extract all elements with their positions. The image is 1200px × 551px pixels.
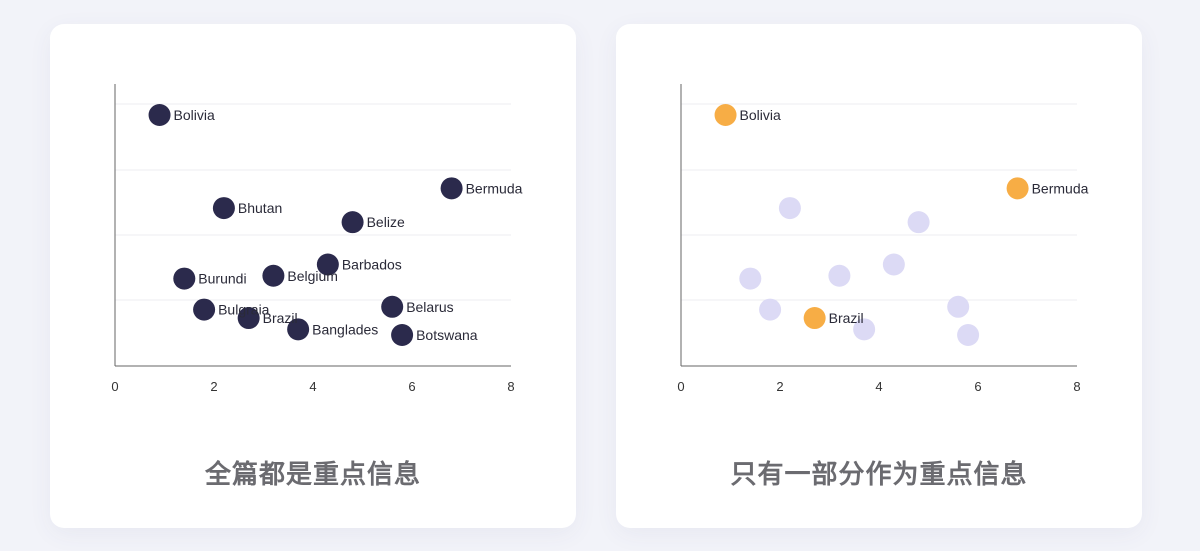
- data-point: [759, 298, 782, 321]
- data-point: [440, 177, 463, 200]
- x-tick-label: 4: [875, 379, 882, 394]
- x-tick-label: 6: [408, 379, 415, 394]
- point-label: Banglades: [312, 321, 378, 337]
- data-point: [803, 307, 826, 330]
- chart-card-all-highlighted: 0 2 4 6 8 Bolivia Bermuda Bhutan Belize Barbados B…: [50, 24, 576, 528]
- data-point: [262, 264, 285, 287]
- point-label: Belize: [367, 214, 405, 230]
- chart-card-partial-highlighted: 0 2 4 6 8 Bolivia Bermuda Brazil 只有一部分作为重点信息: [616, 24, 1142, 528]
- x-tick-label: 0: [677, 379, 684, 394]
- point-label: Burundi: [198, 271, 246, 287]
- data-point: [828, 264, 851, 287]
- data-point: [714, 104, 737, 127]
- data-point: [148, 104, 171, 127]
- chart-caption: 全篇都是重点信息: [204, 460, 421, 490]
- point-label: Belgium: [287, 268, 338, 284]
- x-tick-label: 0: [111, 379, 118, 394]
- x-tick-label: 4: [309, 379, 316, 394]
- data-point: [173, 267, 196, 290]
- data-point: [1006, 177, 1029, 200]
- data-point: [853, 318, 876, 341]
- data-point: [193, 298, 216, 321]
- data-point: [212, 197, 235, 220]
- point-label: Barbados: [342, 256, 402, 272]
- data-point: [341, 211, 364, 234]
- data-point: [957, 323, 980, 346]
- data-point: [391, 323, 414, 346]
- x-tick-label: 8: [507, 379, 514, 394]
- data-point: [882, 253, 905, 276]
- data-point: [237, 307, 260, 330]
- scatter-chart-partial-highlighted: 0 2 4 6 8 Bolivia Bermuda Brazil: [677, 84, 1089, 394]
- point-label: Belarus: [406, 299, 453, 315]
- chart-caption: 只有一部分作为重点信息: [730, 460, 1028, 490]
- scatter-chart-all-highlighted: 0 2 4 6 8BoliviaBermudaBhutanBelizeBarbadosB…: [111, 84, 523, 394]
- point-label: Botswana: [416, 327, 478, 343]
- data-point: [907, 211, 930, 234]
- x-tick-label: 6: [974, 379, 981, 394]
- point-label: Bermuda: [466, 180, 523, 196]
- point-label: Bolivia: [740, 107, 781, 123]
- point-label: Brazil: [263, 310, 298, 326]
- x-tick-label: 8: [1073, 379, 1080, 394]
- data-point: [778, 197, 801, 220]
- data-point: [316, 253, 339, 276]
- data-point: [947, 295, 970, 318]
- point-label: Bermuda: [1032, 180, 1089, 196]
- data-point: [287, 318, 310, 341]
- x-tick-label: 2: [776, 379, 783, 394]
- point-label: Bhutan: [238, 200, 282, 216]
- x-tick-label: 2: [210, 379, 217, 394]
- data-point: [739, 267, 762, 290]
- point-label: Bulgraia: [218, 302, 270, 318]
- point-label: Bolivia: [174, 107, 215, 123]
- point-label: Brazil: [829, 310, 864, 326]
- data-point: [381, 295, 404, 318]
